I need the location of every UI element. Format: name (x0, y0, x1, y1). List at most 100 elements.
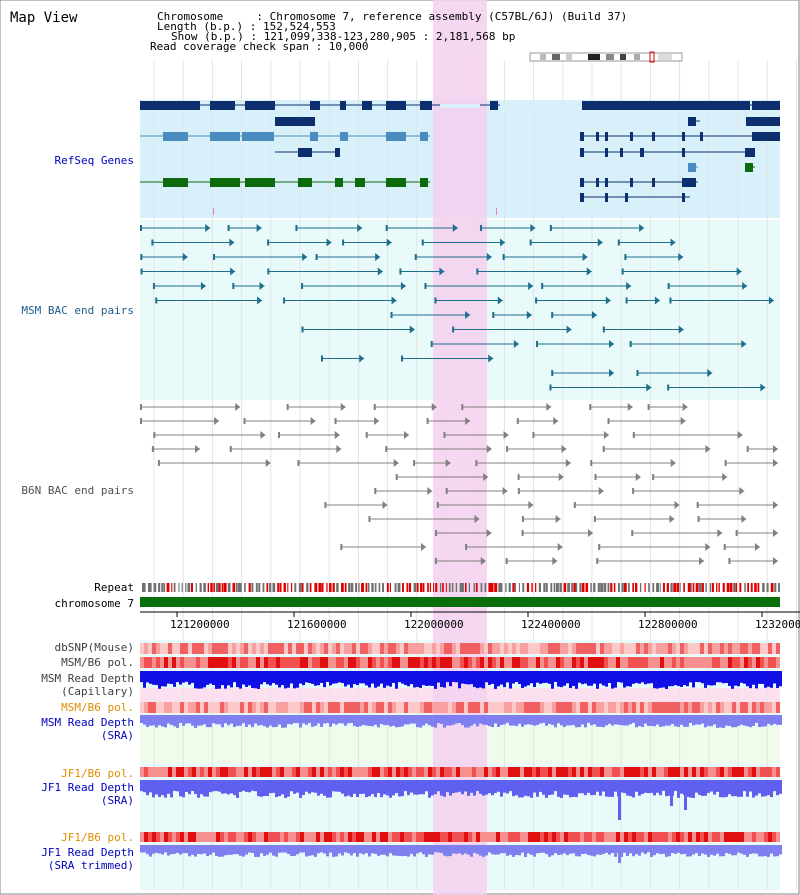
jf1-sra-depth-bar (686, 780, 689, 797)
msm-capillary-depth-bar (536, 671, 539, 683)
jf1-b6-pol-heat-2 (628, 832, 632, 842)
msm-capillary-depth-bar (641, 671, 644, 683)
dbsnp-heat (548, 643, 552, 654)
msm-capillary-depth-bar (311, 671, 314, 684)
bac-end (365, 432, 368, 438)
msm-b6-pol-heat-2 (664, 702, 668, 713)
track-label-msm-depth-cap-1[interactable]: MSM Read Depth (41, 672, 134, 685)
track-label-msm-depth-sra-1[interactable]: MSM Read Depth (41, 716, 134, 729)
jf1-trim-depth-bar (662, 845, 665, 854)
msm-capillary-depth-bar (722, 671, 725, 684)
jf1-trim-depth-bar (632, 845, 635, 857)
jf1-sra-depth-bar (341, 780, 344, 794)
jf1-b6-pol-heat-2 (548, 832, 552, 842)
msm-b6-pol-heat (704, 657, 708, 668)
jf1-sra-depth-bar (698, 780, 701, 795)
jf1-b6-pol-heat (752, 767, 756, 777)
dbsnp-heat (680, 643, 684, 654)
track-label-msm-b6-pol-1[interactable]: MSM/B6 pol. (61, 656, 134, 669)
jf1-b6-pol-heat (612, 767, 616, 777)
repeat-mark (309, 583, 312, 592)
repeat-mark (656, 583, 659, 592)
jf1-sra-depth-bar (170, 780, 173, 798)
jf1-b6-pol-heat (560, 767, 564, 777)
jf1-b6-pol-heat-2 (180, 832, 184, 842)
repeat-mark (468, 583, 471, 592)
bac-end-arrow (486, 445, 492, 453)
track-label-jf1-depth-trim-1[interactable]: JF1 Read Depth (41, 846, 134, 859)
track-label-jf1-depth-sra-1[interactable]: JF1 Read Depth (41, 781, 134, 794)
show-range-line: Show (b.p.) : 121,099,338-123,280,905 : … (171, 30, 516, 43)
jf1-sra-depth-bar (452, 780, 455, 794)
dbsnp-heat (660, 643, 664, 654)
jf1-trim-depth-bar (455, 845, 458, 854)
jf1-trim-depth-bar (209, 845, 212, 855)
bac-end-arrow (465, 417, 471, 425)
msm-b6-pol-heat (684, 657, 688, 668)
msm-sra-depth-bar (227, 715, 230, 726)
track-label-dbsnp[interactable]: dbSNP(Mouse) (54, 641, 134, 654)
jf1-trim-depth-bar (284, 845, 287, 853)
msm-capillary-depth-bar (572, 671, 575, 687)
msm-b6-pol-heat (640, 657, 644, 668)
jf1-b6-pol-heat (544, 767, 548, 777)
msm-capillary-depth-bar (344, 671, 347, 687)
msm-b6-pol-heat (772, 657, 776, 668)
track-label-jf1-b6-pol-2[interactable]: JF1/B6 pol. (61, 831, 134, 844)
msm-capillary-depth-bar (398, 671, 401, 683)
repeat-mark (348, 583, 351, 592)
jf1-b6-pol-heat (632, 767, 636, 777)
repeat-mark (283, 583, 286, 592)
msm-capillary-depth-bar (179, 671, 182, 685)
track-label-msm-bac[interactable]: MSM BAC end pairs (21, 304, 134, 317)
repeat-mark (644, 583, 646, 592)
bac-end (549, 384, 552, 391)
track-label-b6n-bac[interactable]: B6N BAC end pairs (21, 484, 134, 497)
jf1-sra-depth-bar (344, 780, 347, 797)
msm-capillary-depth-bar (557, 671, 560, 687)
jf1-b6-pol-heat (728, 767, 732, 777)
bac-end (315, 254, 318, 260)
track-label-refseq[interactable]: RefSeq Genes (54, 154, 134, 167)
jf1-sra-depth-bar (605, 780, 608, 797)
msm-sra-depth-bar (329, 715, 332, 727)
jf1-trim-depth-bar (683, 845, 686, 854)
jf1-trim-depth-bar (452, 845, 455, 854)
track-label-jf1-b6-pol-1[interactable]: JF1/B6 pol. (61, 767, 134, 780)
jf1-b6-pol-heat (708, 767, 712, 777)
bac-end (334, 418, 337, 424)
msm-sra-depth-bar (356, 715, 359, 727)
jf1-b6-pol-heat (480, 767, 484, 777)
jf1-b6-pol-heat-2 (648, 832, 652, 842)
dbsnp-heat (596, 643, 600, 654)
repeat-mark (215, 583, 219, 592)
msm-b6-pol-heat (572, 657, 576, 668)
repeat-mark (726, 583, 730, 592)
jf1-b6-pol-heat-2 (360, 832, 364, 842)
bac-end (521, 516, 524, 522)
msm-b6-pol-heat-2 (460, 702, 464, 713)
bac-end (479, 225, 482, 231)
track-label-msm-b6-pol-2[interactable]: MSM/B6 pol. (61, 701, 134, 714)
msm-b6-pol-heat-2 (500, 702, 504, 713)
jf1-b6-pol-heat-2 (716, 832, 720, 842)
msm-b6-pol-heat-2 (768, 702, 772, 713)
msm-b6-pol-heat (760, 657, 764, 668)
jf1-sra-depth-bar (197, 780, 200, 798)
msm-capillary-depth-bar (611, 671, 614, 689)
msm-b6-pol-heat (224, 657, 228, 668)
jf1-b6-pol-heat (760, 767, 764, 777)
bac-end (607, 418, 610, 424)
msm-capillary-depth-bar (161, 671, 164, 687)
msm-b6-pol-heat-2 (540, 702, 544, 713)
msm-b6-pol-heat-2 (308, 702, 312, 713)
bac-end (617, 239, 620, 246)
msm-b6-pol-heat-2 (612, 702, 616, 713)
bac-end (735, 530, 738, 536)
msm-sra-depth-bar (206, 715, 209, 728)
msm-capillary-depth-bar (335, 671, 338, 684)
bac-end-arrow (382, 501, 388, 509)
jf1-sra-depth-bar (221, 780, 224, 794)
msm-sra-depth-bar (437, 715, 440, 724)
